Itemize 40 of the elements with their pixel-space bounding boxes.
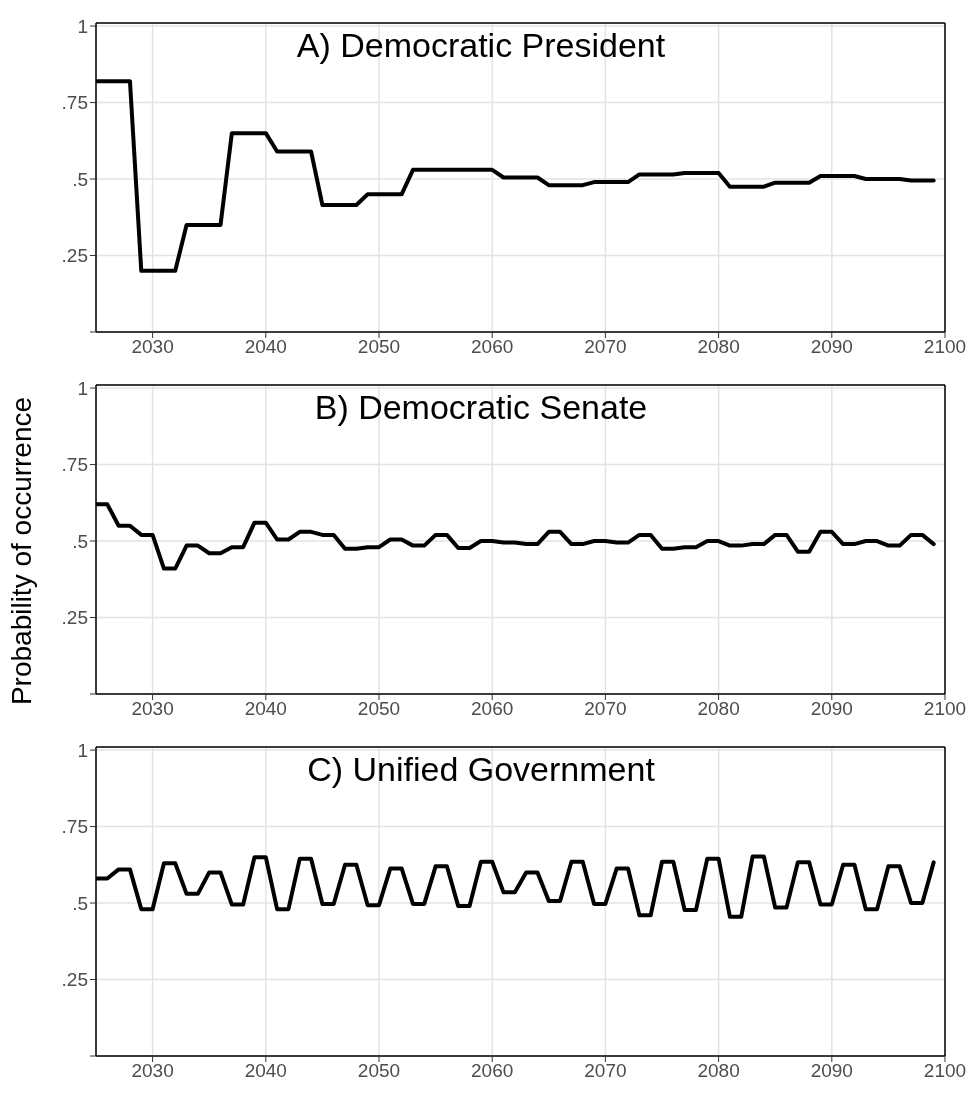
y-tick-label: .75 (61, 816, 88, 838)
x-tick-label: 2030 (131, 698, 174, 720)
y-axis-title: Probability of occurrence (6, 396, 38, 706)
x-tick-label: 2090 (810, 698, 853, 720)
chart-title: A) Democratic President (296, 26, 666, 64)
y-tick-label: .25 (61, 607, 88, 629)
y-tick-label: .5 (72, 892, 88, 914)
y-tick-label: 1 (77, 15, 88, 37)
x-tick-label: 2040 (244, 1060, 287, 1082)
x-tick-label: 2090 (810, 336, 853, 358)
y-tick-label: .75 (61, 92, 88, 114)
x-tick-label: 2050 (357, 1060, 401, 1082)
x-tick-label: 2040 (244, 336, 287, 358)
x-tick-label: 2030 (131, 1060, 174, 1082)
chart-title: B) Democratic Senate (314, 388, 648, 426)
y-tick-label: .5 (72, 530, 88, 552)
y-tick-label: .25 (61, 245, 88, 267)
x-tick-label: 2070 (584, 336, 627, 358)
x-tick-label: 2060 (471, 698, 514, 720)
x-tick-label: 2090 (810, 1060, 853, 1082)
x-tick-label: 2080 (697, 1060, 740, 1082)
x-tick-label: 2080 (697, 698, 740, 720)
x-tick-label: 2070 (584, 1060, 627, 1082)
y-tick-label: .5 (72, 168, 88, 190)
x-tick-label: 2030 (131, 336, 174, 358)
x-tick-label: 2050 (357, 698, 401, 720)
y-tick-label: .25 (61, 969, 88, 991)
x-tick-label: 2100 (923, 336, 967, 358)
x-tick-label: 2100 (923, 698, 967, 720)
x-tick-label: 2100 (923, 1060, 967, 1082)
x-tick-label: 2060 (471, 336, 514, 358)
x-tick-label: 2060 (471, 1060, 514, 1082)
x-tick-label: 2070 (584, 698, 627, 720)
y-tick-label: .75 (61, 454, 88, 476)
y-tick-label: 1 (77, 739, 88, 761)
x-tick-label: 2080 (697, 336, 740, 358)
y-tick-label: 1 (77, 377, 88, 399)
x-tick-label: 2040 (244, 698, 287, 720)
chart-title: C) Unified Government (307, 750, 655, 788)
x-tick-label: 2050 (357, 336, 401, 358)
